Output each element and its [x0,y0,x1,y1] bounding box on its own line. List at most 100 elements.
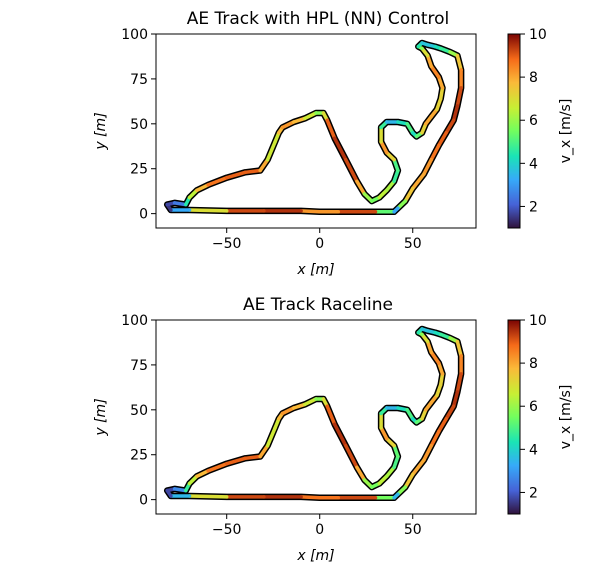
track-segment [425,53,434,69]
track-segment [355,465,367,482]
track-segment [291,402,307,410]
track-segment [455,339,463,358]
colorbar-tick-label: 10 [529,27,547,43]
track-segment [224,456,248,466]
track-segment [403,186,415,203]
track-segment [422,157,434,176]
chart-title: AE Track with HPL (NN) Control [187,9,450,29]
track-segment [332,136,348,162]
colorbar-tick-label: 6 [529,113,538,129]
track-segment [429,143,441,162]
track-segment [379,426,389,441]
colorbar-tick-label: 4 [529,156,538,172]
track-segment [438,86,445,101]
colorbar-ticks: 2 4 6 8 10 [520,27,547,215]
track-segment [384,465,396,479]
x-axis-ticks: −50 0 50 [212,228,422,252]
y-tick-label: 100 [121,313,148,329]
track-segment [422,443,434,462]
y-axis-ticks: 0 25 50 75 100 [121,27,156,223]
track-outline [163,325,465,502]
track-plot-area [163,39,465,216]
colorbar-label: v_x [m/s] [558,99,574,164]
track-segment [410,172,426,191]
track-segment [392,443,400,459]
track-segment [258,443,270,459]
track-segment [437,417,448,434]
x-axis-label: x [m] [296,262,334,278]
track-segment [455,372,463,394]
y-tick-label: 25 [130,448,148,464]
track-segment [325,404,337,426]
track-segment [392,492,400,500]
track-segment [444,118,456,135]
track-segment [195,469,210,479]
plot-frame [155,319,477,515]
track-segment [265,140,277,162]
track-segment [187,208,229,213]
track-segment [435,96,443,112]
colorbar-tick-label: 8 [529,70,538,86]
colorbar-ticks: 2 4 6 8 10 [520,313,547,501]
track-segment [291,116,307,124]
track-segment [355,179,367,196]
track-segment [206,461,229,473]
track-segment [379,140,389,155]
track-segment [224,170,248,180]
track-segment [344,443,359,470]
track-segment [451,104,460,122]
x-tick-label: −50 [212,522,242,538]
track-segment [325,118,337,140]
track-segment [403,472,415,489]
track-segment [303,111,318,121]
y-tick-label: 75 [130,358,148,374]
track-segment [438,372,445,387]
track-segment [344,157,359,184]
colorbar-gradient [507,319,521,515]
chart-title: AE Track Raceline [243,295,393,315]
x-tick-label: 0 [315,522,324,538]
track-segment [303,397,318,407]
colorbar-gradient [507,33,521,229]
track-segment [392,454,400,470]
track-segment [280,406,296,416]
colorbar-tick-label: 2 [529,199,538,215]
track-segment [410,458,426,477]
x-axis-ticks: −50 0 50 [212,514,422,538]
track-segment [299,495,322,500]
y-axis-label: y [m] [93,398,109,436]
y-tick-label: 75 [130,72,148,88]
y-tick-label: 50 [130,117,148,133]
colorbar-tick-label: 10 [529,313,547,329]
track-segment [332,422,348,448]
track-segment [392,168,400,184]
track-segment [172,487,188,493]
y-tick-label: 100 [121,27,148,43]
track-segment [299,209,322,214]
track-segment [195,183,210,193]
colorbar-tick-label: 2 [529,485,538,501]
track-segment [187,494,229,499]
y-tick-label: 25 [130,162,148,178]
colorbar-tick-label: 6 [529,399,538,415]
track-segment [243,454,262,461]
colorbar: 2 4 6 8 10 v_x [m/s] [507,27,574,229]
colorbar-label: v_x [m/s] [558,385,574,450]
track-segment [243,168,262,175]
track-segment [435,382,443,398]
track-segment [455,53,463,72]
x-tick-label: 50 [404,236,422,252]
track-segment [392,206,400,214]
track-segment [265,426,277,448]
chart-panel-2: AE Track Raceline −50 0 50 0 25 50 75 100 x [m… [93,295,574,564]
chart-panel-1: AE Track with HPL (NN) Control −50 0 50 0 2… [93,9,574,278]
y-tick-label: 50 [130,403,148,419]
x-tick-label: 50 [404,522,422,538]
track-segment [405,408,415,421]
track-segment [455,86,463,108]
x-axis-label: x [m] [296,548,334,564]
track-segment [429,64,441,79]
colorbar-tick-label: 4 [529,442,538,458]
track-outline [163,39,465,216]
